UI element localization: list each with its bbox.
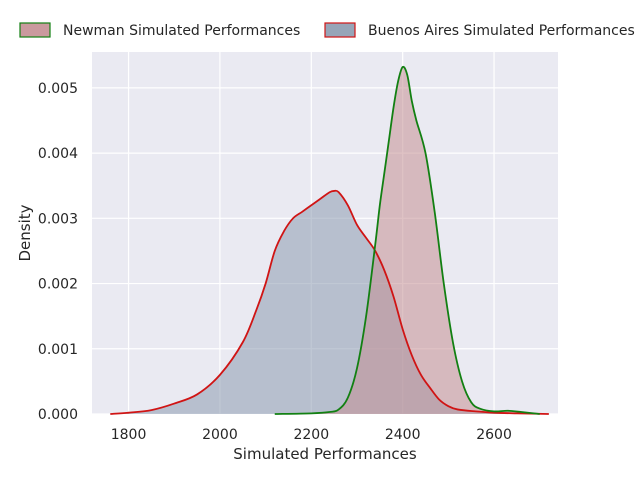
series-layer (110, 65, 549, 415)
x-axis-label: Simulated Performances (233, 445, 417, 463)
x-tick-labels: 1800 2000 2200 2400 2600 (111, 427, 512, 443)
series-line-0 (274, 65, 540, 415)
series-area-1 (110, 190, 549, 414)
legend-label: Buenos Aires Simulated Performances (368, 23, 635, 39)
x-tick-label: 2400 (385, 427, 421, 443)
y-tick-label: 0.001 (38, 342, 78, 358)
legend: Newman Simulated Performances Buenos Aire… (19, 22, 635, 39)
legend-label: Newman Simulated Performances (63, 23, 300, 39)
legend-swatch (324, 22, 356, 38)
y-axis-label: Density (16, 204, 34, 261)
x-tick-label: 2000 (202, 427, 238, 443)
y-tick-labels: 0.000 0.001 0.002 0.003 0.004 0.005 (38, 81, 78, 423)
x-tick-label: 2600 (476, 427, 512, 443)
y-tick-label: 0.004 (38, 146, 78, 162)
y-tick-label: 0.002 (38, 277, 78, 293)
y-tick-label: 0.005 (38, 81, 78, 97)
series-line-1 (110, 189, 549, 415)
y-tick-label: 0.000 (38, 407, 78, 423)
series-area-0 (274, 66, 540, 414)
legend-swatch (19, 22, 51, 38)
y-tick-label: 0.003 (38, 211, 78, 227)
x-tick-label: 1800 (111, 427, 147, 443)
x-tick-label: 2200 (293, 427, 329, 443)
